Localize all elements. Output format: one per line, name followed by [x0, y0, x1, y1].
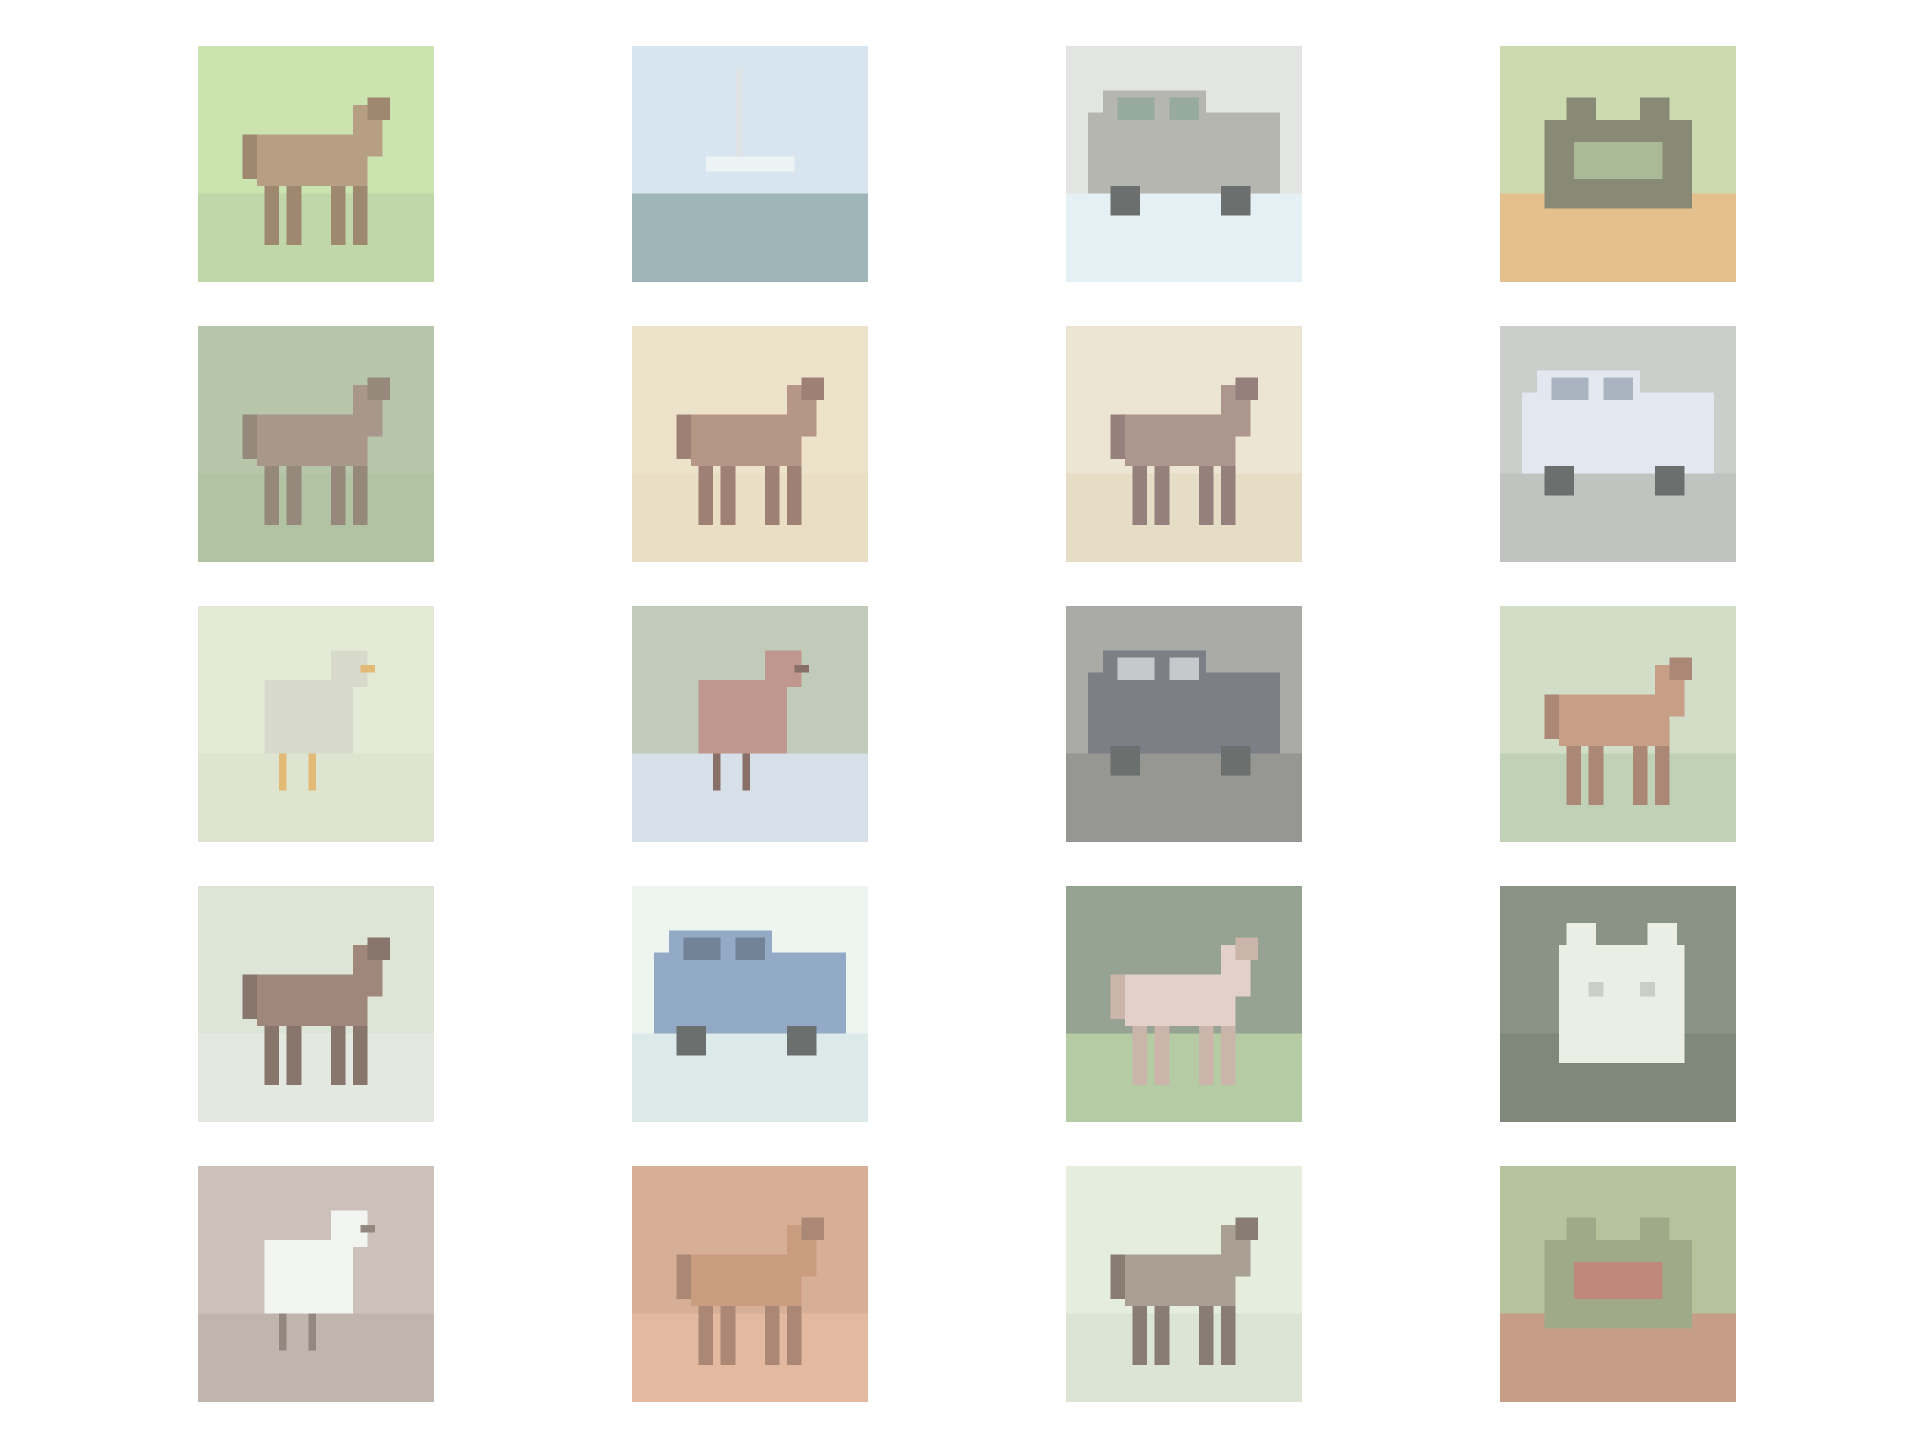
image-thumbnail-horse — [198, 46, 434, 282]
image-tile-ship — [632, 46, 868, 282]
image-thumbnail-horse — [1066, 326, 1302, 562]
image-tile-automobile — [632, 886, 868, 1122]
image-tile-deer — [632, 1166, 868, 1402]
image-thumbnail-horse — [198, 326, 434, 562]
image-thumbnail-horse — [1500, 606, 1736, 842]
image-thumbnail-frog — [1500, 46, 1736, 282]
image-thumbnail-cat — [1500, 886, 1736, 1122]
image-thumbnail-deer — [632, 1166, 868, 1402]
image-thumbnail-automobile — [632, 886, 868, 1122]
image-thumbnail-frog — [1500, 1166, 1736, 1402]
image-thumbnail-horse — [1066, 886, 1302, 1122]
image-tile-cat — [1500, 886, 1736, 1122]
image-tile-truck — [1500, 326, 1736, 562]
image-tile-deer — [632, 326, 868, 562]
image-tile-truck — [1066, 46, 1302, 282]
image-tile-bird — [198, 606, 434, 842]
image-tile-frog — [1500, 46, 1736, 282]
image-thumbnail-bird — [198, 1166, 434, 1402]
image-tile-horse — [198, 886, 434, 1122]
image-thumbnail-truck — [1066, 46, 1302, 282]
image-tile-bird — [632, 606, 868, 842]
image-tile-horse — [1066, 886, 1302, 1122]
image-thumbnail-ship — [632, 46, 868, 282]
image-tile-horse — [1500, 606, 1736, 842]
image-thumbnail-truck — [1066, 606, 1302, 842]
image-tile-frog — [1500, 1166, 1736, 1402]
image-thumbnail-truck — [1500, 326, 1736, 562]
image-thumbnail-deer — [1066, 1166, 1302, 1402]
image-tile-truck — [1066, 606, 1302, 842]
image-thumbnail-bird — [632, 606, 868, 842]
image-thumbnail-bird — [198, 606, 434, 842]
image-tile-deer — [1066, 1166, 1302, 1402]
image-tile-horse — [1066, 326, 1302, 562]
image-tile-horse — [198, 326, 434, 562]
image-thumbnail-horse — [198, 886, 434, 1122]
image-tile-bird — [198, 1166, 434, 1402]
image-tile-horse — [198, 46, 434, 282]
image-thumbnail-deer — [632, 326, 868, 562]
